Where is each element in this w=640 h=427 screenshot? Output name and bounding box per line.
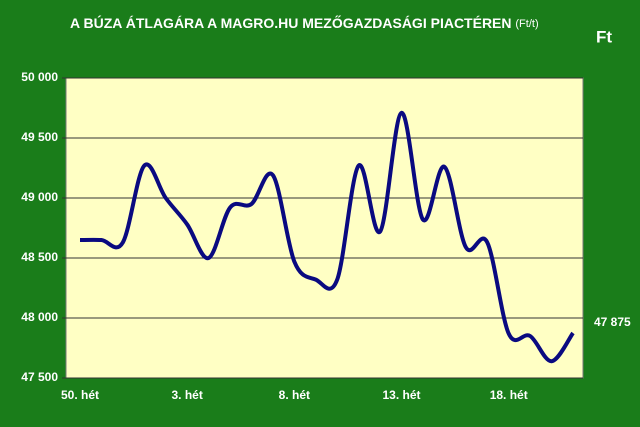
x-tick-label: 13. hét <box>383 388 421 402</box>
y-tick-label: 48 500 <box>21 250 58 264</box>
plot-area <box>65 77 584 379</box>
x-tick-label: 3. hét <box>172 388 203 402</box>
y-tick-label: 50 000 <box>21 70 58 84</box>
value-label: 47 875 <box>594 315 631 329</box>
y-tick-label: 48 000 <box>21 310 58 324</box>
x-tick-label: 8. hét <box>279 388 310 402</box>
title-main: A BÚZA ÁTLAGÁRA A MAGRO.HU MEZŐGAZDASÁGI… <box>70 14 512 31</box>
x-tick-label: 18. hét <box>490 388 528 402</box>
x-tick-label: 50. hét <box>61 388 99 402</box>
chart-title: A BÚZA ÁTLAGÁRA A MAGRO.HU MEZŐGAZDASÁGI… <box>70 14 539 31</box>
line-series <box>79 110 575 364</box>
y-tick-label: 47 500 <box>21 370 58 384</box>
title-unit: (Ft/t) <box>515 18 538 30</box>
y-tick-label: 49 000 <box>21 190 58 204</box>
y-tick-label: 49 500 <box>21 130 58 144</box>
y-unit-label: Ft <box>596 27 612 46</box>
